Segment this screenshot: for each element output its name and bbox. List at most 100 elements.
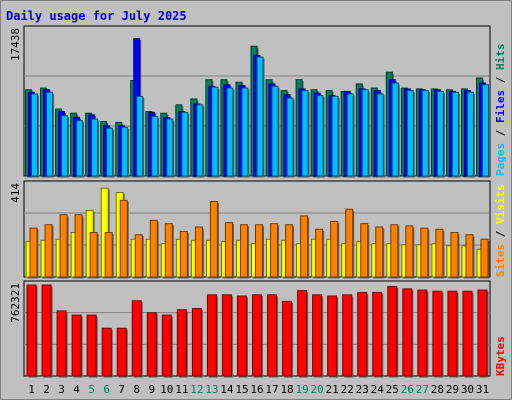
bar-kbytes [342,294,353,377]
bar-pages [481,84,489,177]
bar-sites [29,227,38,278]
bar-pages [346,93,354,177]
chart-title: Daily usage for July 2025 [6,9,187,23]
bar-pages [196,104,204,177]
bar-sites [194,226,203,278]
x-tick-label: 17 [265,383,278,396]
bar-kbytes [206,294,217,377]
x-tick-label: 30 [461,383,474,396]
x-tick-label: 19 [295,383,308,396]
bar-kbytes [146,312,157,377]
bar-sites [239,224,248,278]
bar-sites [465,234,474,278]
bar-pages [466,91,474,177]
x-tick-label: 29 [446,383,459,396]
y-max-label: 414 [9,183,22,203]
x-tick-label: 24 [371,383,385,396]
bar-pages [256,56,264,177]
bar-kbytes [327,295,338,377]
bar-sites [89,232,98,278]
bar-sites [405,225,414,278]
bar-kbytes [56,310,67,377]
bar-kbytes [26,284,37,377]
bar-pages [451,91,459,177]
bar-pages [391,82,399,177]
x-tick-label: 13 [205,383,218,396]
bar-sites [224,222,233,278]
bar-pages [91,118,99,177]
x-tick-label: 14 [220,383,234,396]
x-tick-label: 18 [280,383,293,396]
x-tick-label: 8 [133,383,140,396]
bar-kbytes [267,294,278,377]
bar-sites [149,219,158,278]
bar-pages [286,97,294,177]
legend-entry: Visits [494,184,507,224]
bar-kbytes [86,314,97,377]
bar-pages [166,118,174,177]
legend-entry: Hits [494,44,507,71]
bar-pages [316,95,324,177]
bar-pages [271,85,279,177]
legend-entry: / [494,70,507,90]
bar-sites [74,214,83,278]
bar-kbytes [357,291,368,377]
bar-sites [44,224,53,278]
bar-pages [361,89,369,177]
bar-pages [226,87,234,177]
bar-sites [330,220,339,278]
bar-pages [211,86,219,177]
x-tick-label: 3 [58,383,65,396]
bar-pages [331,95,339,177]
bar-sites [345,208,354,278]
bar-sites [164,223,173,278]
legend-entry: / [494,224,507,244]
bar-kbytes [402,288,413,377]
bar-sites [315,228,324,278]
x-tick-label: 5 [88,383,95,396]
bar-kbytes [312,294,323,377]
x-tick-label: 21 [326,383,339,396]
bar-pages [181,111,189,177]
legend-entry: Sites [494,244,507,277]
x-tick-label: 2 [43,383,50,396]
x-tick-label: 9 [148,383,155,396]
bar-pages [301,90,309,177]
x-tick-label: 25 [386,383,399,396]
x-tick-label: 16 [250,383,263,396]
bar-sites [375,226,384,278]
bar-pages [406,90,414,177]
legend-entry: KBytes [494,336,507,376]
bar-pages [106,127,114,177]
bar-kbytes [41,284,52,377]
bar-kbytes [282,300,293,377]
bar-sites [390,224,399,278]
bar-sites [435,228,444,278]
x-tick-label: 10 [160,383,173,396]
bar-kbytes [161,314,172,377]
bar-kbytes [417,289,428,377]
bar-kbytes [176,309,187,377]
bar-kbytes [297,290,308,377]
bar-kbytes [432,290,443,377]
x-tick-label: 23 [356,383,369,396]
bar-kbytes [372,291,383,377]
bar-pages [46,91,54,177]
bar-sites [255,224,263,278]
legend-label: Pages / Files / Hits [494,44,507,177]
bar-kbytes [462,290,473,377]
x-tick-label: 7 [118,383,125,396]
x-tick-label: 1 [28,383,35,396]
bar-kbytes [221,294,232,377]
bar-sites [270,223,279,278]
bar-pages [76,120,84,177]
legend-entry: Pages [494,143,507,176]
bar-pages [136,95,144,177]
bar-pages [121,126,129,177]
bar-kbytes [71,314,82,377]
x-tick-label: 26 [401,383,414,396]
x-tick-label: 4 [73,383,80,396]
bar-sites [134,234,143,278]
